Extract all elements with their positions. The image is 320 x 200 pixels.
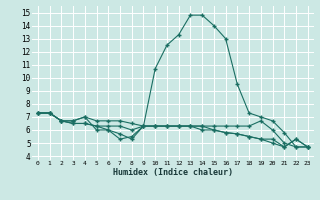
X-axis label: Humidex (Indice chaleur): Humidex (Indice chaleur) bbox=[113, 168, 233, 177]
